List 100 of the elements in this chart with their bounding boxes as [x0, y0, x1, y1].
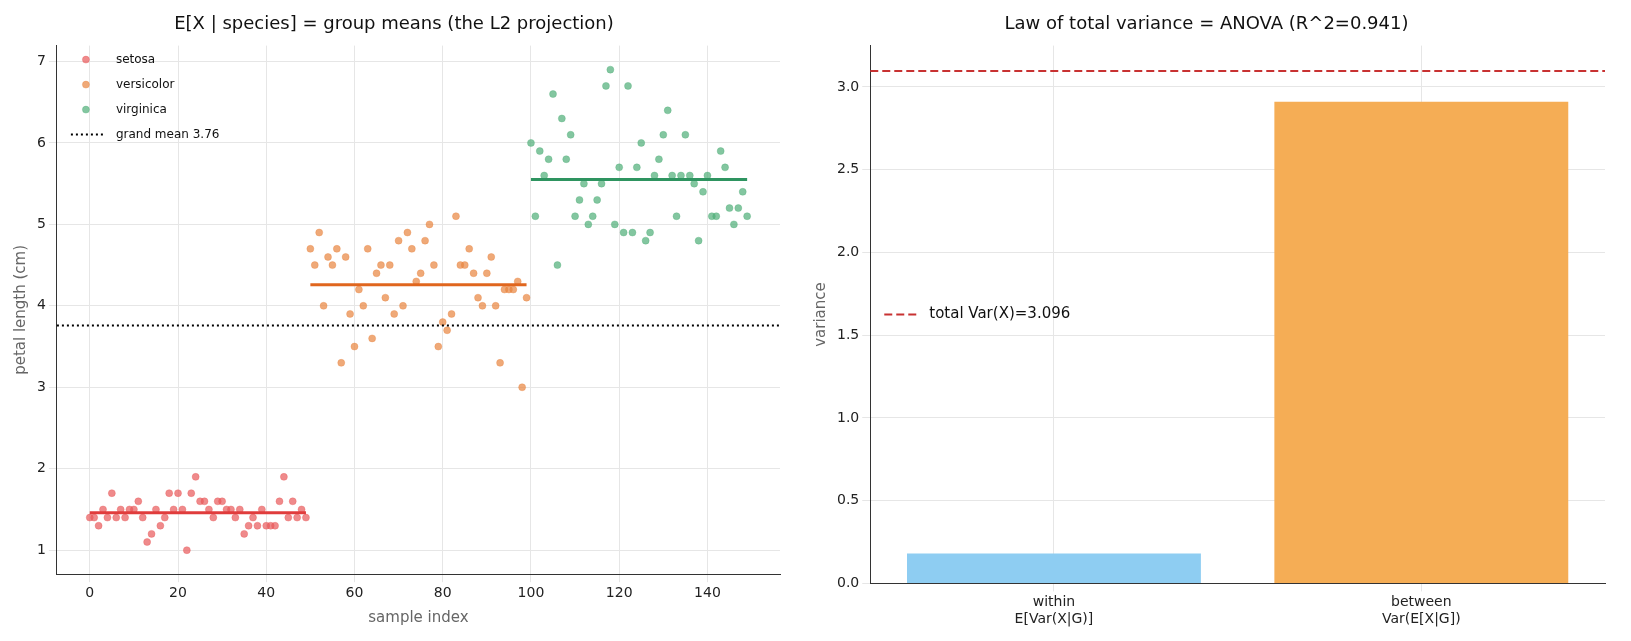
- point: [386, 261, 394, 269]
- point: [346, 310, 354, 318]
- point: [209, 513, 218, 522]
- x-tick-label: 140: [694, 584, 721, 601]
- point: [191, 473, 200, 481]
- point: [90, 513, 98, 522]
- point: [355, 285, 363, 294]
- point: [430, 261, 438, 269]
- y-tick-label: 2: [36, 459, 46, 476]
- y-tick-label: 0.5: [837, 491, 860, 508]
- point: [161, 513, 169, 522]
- point: [712, 212, 720, 220]
- point: [363, 245, 372, 253]
- y-tick-label: 1.5: [837, 325, 860, 342]
- point: [390, 310, 398, 318]
- point: [187, 489, 195, 497]
- point: [681, 131, 690, 139]
- point: [381, 293, 390, 302]
- point: [663, 106, 672, 115]
- point: [302, 513, 310, 522]
- x-tick-label: between Var(E[X|G]): [1381, 593, 1461, 628]
- point: [509, 285, 518, 294]
- point: [341, 253, 350, 261]
- point: [121, 513, 129, 522]
- point: [593, 196, 601, 204]
- point: [328, 261, 337, 269]
- point: [337, 359, 345, 367]
- point: [134, 497, 143, 506]
- point: [231, 513, 240, 522]
- point: [271, 521, 279, 530]
- point: [112, 513, 120, 522]
- point: [562, 155, 570, 163]
- point: [311, 261, 319, 269]
- point: [319, 302, 328, 310]
- point: [566, 131, 575, 139]
- point: [156, 521, 165, 530]
- y-tick-label: 1: [36, 540, 46, 557]
- point: [611, 220, 619, 229]
- point: [394, 236, 403, 245]
- point: [377, 261, 385, 269]
- point: [438, 318, 447, 326]
- y-tick-label: 7: [36, 52, 46, 69]
- point: [615, 163, 623, 172]
- point: [602, 82, 610, 90]
- legend-label: grand mean 3.76: [115, 126, 220, 141]
- chart-title: E[X | species] = group means (the L2 projection): [174, 12, 614, 34]
- point: [588, 212, 597, 220]
- point: [315, 228, 323, 237]
- chart-title: Law of total variance = ANOVA (R^2=0.941): [1004, 12, 1409, 34]
- y-tick-label: 0.0: [837, 574, 860, 591]
- point: [469, 269, 478, 277]
- point: [143, 538, 151, 546]
- point: [606, 65, 615, 74]
- point: [699, 188, 707, 196]
- y-tick-label: 3.0: [837, 77, 860, 94]
- point: [536, 147, 544, 155]
- legend-label: total Var(X)=3.096: [929, 304, 1071, 323]
- point: [244, 521, 253, 530]
- point: [575, 196, 584, 204]
- x-tick-label: 120: [605, 584, 633, 601]
- x-tick-label: 0: [85, 584, 95, 601]
- point: [138, 513, 147, 522]
- legend-label: versicolor: [115, 76, 175, 91]
- y-axis-title: petal length (cm): [10, 244, 29, 375]
- point: [721, 163, 729, 172]
- point: [275, 497, 284, 506]
- x-tick-label: 60: [345, 584, 364, 601]
- point: [447, 310, 456, 318]
- point: [218, 497, 226, 506]
- point: [522, 293, 531, 302]
- point: [584, 220, 593, 229]
- point: [288, 497, 297, 506]
- point: [628, 228, 637, 237]
- point: [452, 212, 460, 220]
- x-tick-label: within E[Var(X|G)]: [1014, 593, 1094, 628]
- point: [527, 139, 535, 147]
- point: [368, 334, 376, 343]
- point: [496, 359, 504, 367]
- y-tick-label: 5: [36, 215, 46, 232]
- point: [324, 253, 332, 261]
- point: [403, 228, 412, 237]
- point: [544, 155, 553, 163]
- point: [200, 497, 209, 506]
- point: [399, 302, 407, 310]
- point: [465, 245, 473, 253]
- point: [571, 212, 579, 220]
- point: [183, 546, 191, 554]
- point: [359, 302, 368, 310]
- y-tick-label: 1.0: [837, 408, 860, 425]
- point: [518, 383, 526, 392]
- x-tick-label: 40: [257, 584, 276, 601]
- point: [306, 245, 315, 253]
- point: [249, 513, 257, 522]
- point: [487, 253, 495, 261]
- point: [253, 521, 262, 530]
- point: [730, 220, 738, 229]
- point: [333, 245, 341, 253]
- point: [165, 489, 173, 497]
- x-tick-label: 20: [169, 584, 187, 601]
- y-tick-label: 6: [36, 133, 46, 150]
